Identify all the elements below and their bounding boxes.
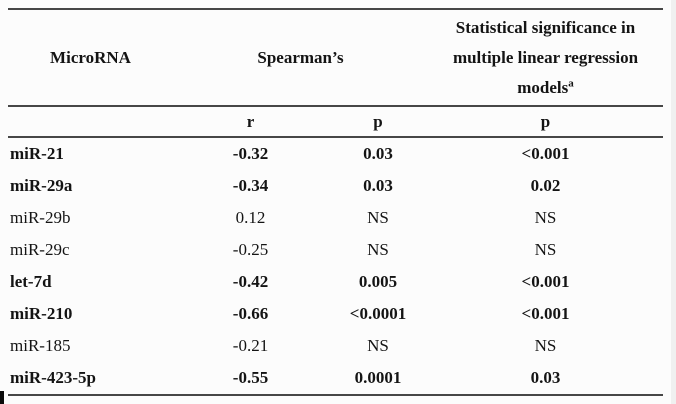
subheader-row: r p p bbox=[8, 107, 663, 138]
mirna-name: miR-29b bbox=[10, 208, 71, 227]
header-cell-regression: Statistical significance in multiple lin… bbox=[428, 11, 663, 105]
p-value: 0.0001 bbox=[354, 368, 402, 387]
regression-p-value: <0.001 bbox=[521, 272, 570, 291]
mirna-name: miR-29a bbox=[10, 176, 73, 195]
p-value: NS bbox=[367, 240, 389, 259]
subheader-p-regression: p bbox=[540, 111, 551, 131]
r-value: -0.25 bbox=[232, 240, 269, 259]
r-value: -0.66 bbox=[232, 304, 269, 323]
regression-p-value: <0.001 bbox=[521, 304, 570, 323]
table-row: miR-423-5p -0.55 0.0001 0.03 bbox=[8, 362, 663, 394]
p-value: NS bbox=[367, 208, 389, 227]
p-value: 0.03 bbox=[363, 144, 393, 163]
scan-artifact bbox=[0, 391, 4, 404]
microrna-table: MicroRNA Spearman’s Statistical signific… bbox=[8, 8, 663, 396]
subheader-r: r bbox=[246, 111, 255, 131]
r-value: -0.34 bbox=[232, 176, 269, 195]
r-value: -0.32 bbox=[232, 144, 269, 163]
regression-header-line: multiple linear regression bbox=[452, 47, 639, 67]
p-value: 0.03 bbox=[363, 176, 393, 195]
p-value: <0.0001 bbox=[349, 304, 407, 323]
regression-p-value: 0.03 bbox=[530, 368, 561, 387]
table-header: MicroRNA Spearman’s Statistical signific… bbox=[8, 8, 663, 107]
mirna-name: miR-185 bbox=[10, 336, 71, 355]
table-row: miR-29c -0.25 NS NS bbox=[8, 234, 663, 266]
regression-header-line: Statistical significance in bbox=[455, 17, 636, 37]
page-edge-shadow bbox=[671, 0, 676, 404]
p-value: 0.005 bbox=[358, 272, 398, 291]
table-body: miR-21 -0.32 0.03 <0.001 miR-29a -0.34 0… bbox=[8, 138, 663, 396]
table-row: let-7d -0.42 0.005 <0.001 bbox=[8, 266, 663, 298]
table-row: miR-21 -0.32 0.03 <0.001 bbox=[8, 138, 663, 170]
regression-p-value: <0.001 bbox=[521, 144, 570, 163]
header-cell-spearmans: Spearman’s bbox=[257, 47, 344, 67]
table-row: miR-29a -0.34 0.03 0.02 bbox=[8, 170, 663, 202]
mirna-name: miR-423-5p bbox=[10, 368, 96, 387]
subheader-p-spearman: p bbox=[373, 111, 383, 131]
table-row: miR-210 -0.66 <0.0001 <0.001 bbox=[8, 298, 663, 330]
regression-p-value: 0.02 bbox=[530, 176, 561, 195]
r-value: 0.12 bbox=[235, 208, 266, 227]
footnote-marker: a bbox=[568, 76, 574, 89]
p-value: NS bbox=[367, 336, 389, 355]
r-value: -0.55 bbox=[232, 368, 269, 387]
table-row: miR-185 -0.21 NS NS bbox=[8, 330, 663, 362]
regression-p-value: NS bbox=[534, 208, 557, 227]
mirna-name: let-7d bbox=[10, 272, 52, 291]
header-cell-microrna: MicroRNA bbox=[50, 47, 131, 67]
regression-p-value: NS bbox=[534, 336, 557, 355]
mirna-name: miR-21 bbox=[10, 144, 64, 163]
r-value: -0.42 bbox=[232, 272, 269, 291]
regression-p-value: NS bbox=[534, 240, 557, 259]
regression-header-line: modelsa bbox=[517, 76, 574, 97]
mirna-name: miR-29c bbox=[10, 240, 70, 259]
table-row: miR-29b 0.12 NS NS bbox=[8, 202, 663, 234]
r-value: -0.21 bbox=[232, 336, 269, 355]
mirna-name: miR-210 bbox=[10, 304, 73, 323]
